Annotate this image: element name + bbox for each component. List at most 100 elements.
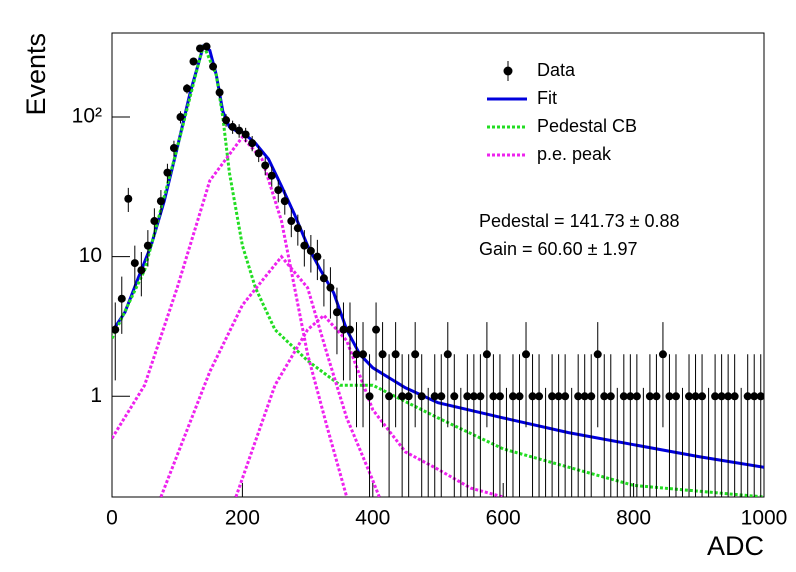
data-point [561,392,570,401]
data-point [365,392,374,401]
data-point [671,392,680,401]
data-point [274,186,283,195]
data-point [235,126,244,135]
data-point [437,392,446,401]
data-point [163,168,172,177]
data-point [443,350,452,359]
legend-label: Data [537,60,576,80]
x-tick-label: 200 [225,507,260,530]
data-point [169,144,178,153]
data-point [645,392,654,401]
data-point [515,392,524,401]
legend-label: Fit [537,88,557,108]
data-point [117,294,126,303]
data-point [600,392,609,401]
fit-curve [112,40,764,497]
data-point [450,392,459,401]
data-point [691,392,700,401]
y-tick-label: 1 [90,384,102,407]
x-tick-label: 0 [106,507,118,530]
legend-marker [503,66,513,76]
data-point [182,84,191,93]
data-point [254,149,263,158]
data-point [554,392,563,401]
data-point [332,308,341,317]
data-point [717,392,726,401]
data-point [404,392,413,401]
data-point [222,116,231,125]
data-point [176,113,185,122]
data-point [685,392,694,401]
data-point [535,392,544,401]
data-point [750,392,759,401]
data-point [626,392,635,401]
data-point [293,224,302,233]
data-point [248,139,257,148]
data-point [306,246,315,255]
data-point [698,392,707,401]
data-point [743,392,752,401]
data-point [756,392,764,401]
data-point [665,392,674,401]
data-point [711,392,720,401]
data-point [326,283,335,292]
data-point [619,392,628,401]
data-point [241,130,250,139]
data-point [189,57,198,66]
data-point [143,241,152,250]
data-point [548,392,557,401]
data-point [228,122,237,131]
data-point [280,197,289,206]
fit-curve [112,134,504,497]
x-tick-label: 800 [616,507,651,530]
annotation: Pedestal = 141.73 ± 0.88 [479,211,680,231]
data-point [658,350,667,359]
data-point [587,392,596,401]
data-point [398,392,407,401]
data-point [378,350,387,359]
plot-area [112,40,764,497]
data-point [580,392,589,401]
data-point [593,350,602,359]
y-tick-label: 10 [79,244,102,267]
data-point [522,350,531,359]
data-point [652,392,661,401]
data-point [345,325,354,334]
data-point [411,350,420,359]
data-point [112,325,120,334]
data-point [359,350,368,359]
data-point [574,392,583,401]
data-point [202,42,211,51]
data-point [137,266,146,275]
data-point [495,392,504,401]
data-point [417,392,426,401]
data-point [463,392,472,401]
data-point [430,392,439,401]
data-point [476,392,485,401]
x-tick-label: 600 [486,507,521,530]
data-point [215,88,224,97]
data-point [267,171,276,180]
data-point [156,197,165,206]
x-tick-label: 400 [355,507,390,530]
data-point [632,392,641,401]
data-point [150,217,159,226]
data-point [352,350,361,359]
data-point [528,392,537,401]
data-point [124,194,133,203]
data-point [385,392,394,401]
legend-label: Pedestal CB [537,116,637,136]
y-tick-label: 10² [72,105,102,128]
data-point [469,392,478,401]
data-point [372,325,381,334]
data-point [130,259,139,268]
data-point [313,252,322,261]
data-point [482,350,491,359]
data-point [606,392,615,401]
x-axis-title: ADC [707,531,764,561]
data-point [724,392,733,401]
data-point [209,62,218,71]
data-point [339,325,348,334]
data-point [730,392,739,401]
